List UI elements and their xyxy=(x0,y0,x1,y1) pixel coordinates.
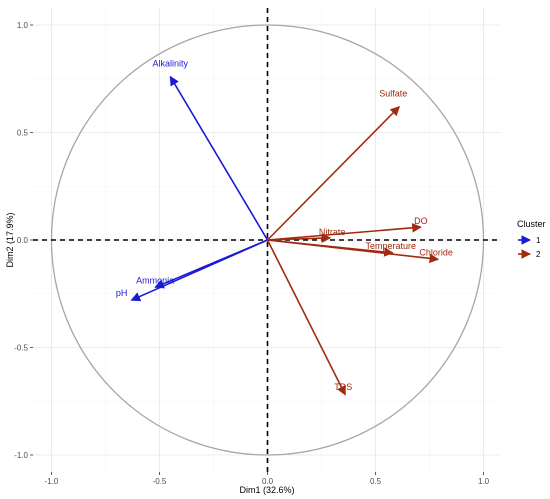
y-tick-label: -0.5 xyxy=(14,344,28,353)
legend: Cluster 1 2 xyxy=(517,219,546,259)
arrow-sulfate xyxy=(266,106,400,241)
x-tick-label: 1.0 xyxy=(478,477,490,486)
label-tds: TDS xyxy=(334,382,352,392)
x-tick-label: 0.0 xyxy=(262,477,274,486)
y-axis-title: Dim2 (17.9%) xyxy=(5,212,15,267)
x-tick-label: -0.5 xyxy=(153,477,167,486)
legend-label-1: 1 xyxy=(536,236,541,245)
arrow-nitrate xyxy=(267,233,332,243)
legend-title: Cluster xyxy=(517,219,546,229)
y-tick-label: -1.0 xyxy=(14,451,28,460)
label-ph: pH xyxy=(116,288,128,298)
y-tick-label: 0.5 xyxy=(17,129,29,138)
legend-label-2: 2 xyxy=(536,250,541,259)
arrow-alkalinity xyxy=(169,75,269,241)
arrow-do xyxy=(267,223,422,241)
arrow-ph xyxy=(130,239,268,302)
label-chloride: Chloride xyxy=(419,247,453,257)
y-axis-ticks: 1.0 0.5 0.0 -0.5 -1.0 xyxy=(14,21,33,460)
label-do: DO xyxy=(414,216,428,226)
x-axis-title: Dim1 (32.6%) xyxy=(239,485,294,495)
y-tick-label: 1.0 xyxy=(17,21,29,30)
x-tick-label: -1.0 xyxy=(45,477,59,486)
x-tick-label: 0.5 xyxy=(370,477,382,486)
label-sulfate: Sulfate xyxy=(379,89,407,99)
label-alkalinity: Alkalinity xyxy=(153,59,189,69)
label-temperature: Temperature xyxy=(366,241,417,251)
label-nitrate: Nitrate xyxy=(319,227,346,237)
x-axis-ticks: -1.0 -0.5 0.0 0.5 1.0 xyxy=(45,472,490,486)
arrow-chloride xyxy=(267,239,440,264)
variable-labels: Alkalinity Ammonia pH Sulfate DO Nitrate Tempe… xyxy=(116,59,453,392)
variable-arrows xyxy=(130,75,440,396)
label-ammonia: Ammonia xyxy=(136,275,174,285)
arrow-tds xyxy=(266,239,346,396)
y-tick-label: 0.0 xyxy=(17,236,29,245)
